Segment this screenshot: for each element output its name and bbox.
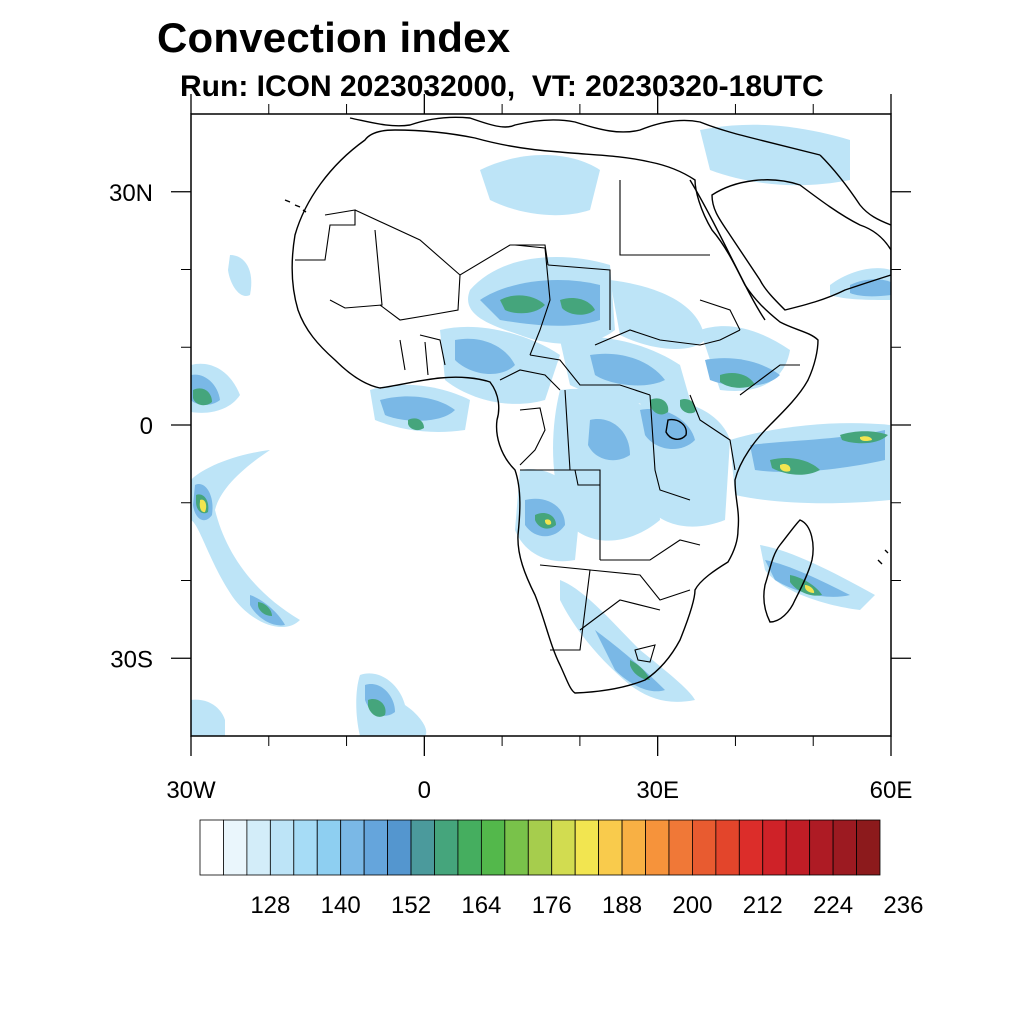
convection-level-3 bbox=[193, 295, 888, 717]
y-tick-labels: 30N 0 30S bbox=[109, 180, 153, 674]
x-tick-label: 30E bbox=[636, 777, 679, 804]
colorbar-box bbox=[527, 819, 553, 876]
colorbar-box bbox=[598, 819, 623, 876]
europe-coastline bbox=[349, 116, 821, 156]
colorbar-box bbox=[434, 819, 459, 876]
convection-level-4 bbox=[199, 436, 872, 593]
convection-field bbox=[191, 124, 891, 736]
colorbar-box bbox=[269, 819, 295, 876]
colorbar-box bbox=[692, 819, 717, 876]
colorbar-label: 224 bbox=[813, 892, 853, 919]
coastlines bbox=[284, 116, 891, 694]
arabian-gulf bbox=[819, 154, 891, 226]
lake-victoria bbox=[665, 418, 687, 440]
colorbar-label: 188 bbox=[602, 892, 642, 919]
colorbar-box bbox=[316, 819, 342, 876]
convection-level-1 bbox=[191, 124, 891, 736]
colorbar-box bbox=[574, 819, 600, 876]
colorbar-box bbox=[293, 819, 318, 876]
colorbar-box bbox=[223, 819, 248, 876]
colorbar-box bbox=[856, 819, 881, 876]
colorbar-box bbox=[246, 819, 271, 876]
x-tick-label: 30W bbox=[166, 777, 216, 804]
colorbar-label: 176 bbox=[532, 892, 572, 919]
islands-indian bbox=[877, 549, 889, 565]
colorbar-box bbox=[480, 819, 506, 876]
colorbar-label: 140 bbox=[321, 892, 361, 919]
chart-title: Convection index bbox=[157, 14, 511, 61]
africa-coastline bbox=[291, 129, 819, 694]
colorbar-box bbox=[738, 819, 764, 876]
colorbar-box bbox=[762, 819, 787, 876]
colorbar-label: 128 bbox=[250, 892, 290, 919]
colorbar-box bbox=[621, 819, 646, 876]
y-tick-label: 30S bbox=[110, 646, 153, 673]
colorbar-box bbox=[340, 819, 365, 876]
colorbar-labels: 128 140 152 164 176 188 200 212 224 236 bbox=[250, 892, 923, 919]
madagascar-coastline bbox=[763, 519, 814, 623]
colorbar-box bbox=[551, 819, 576, 876]
y-tick-label: 30N bbox=[109, 180, 153, 207]
red-sea-west bbox=[689, 179, 766, 321]
x-tick-label: 60E bbox=[870, 777, 913, 804]
y-tick-label: 0 bbox=[140, 413, 153, 440]
canary-islands bbox=[284, 199, 307, 213]
colorbar-label: 200 bbox=[672, 892, 712, 919]
colorbar-box bbox=[363, 819, 388, 876]
colorbar-box bbox=[832, 819, 857, 876]
chart-subtitle: Run: ICON 2023032000, VT: 20230320-18UTC bbox=[180, 70, 824, 103]
colorbar bbox=[199, 819, 881, 876]
colorbar-box bbox=[645, 819, 670, 876]
x-tick-label: 0 bbox=[418, 777, 431, 804]
colorbar-box bbox=[785, 819, 811, 876]
colorbar-box bbox=[504, 819, 529, 876]
colorbar-box bbox=[715, 819, 740, 876]
country-borders bbox=[295, 180, 800, 663]
minor-ticks bbox=[181, 104, 901, 746]
colorbar-box bbox=[387, 819, 412, 876]
colorbar-label: 212 bbox=[743, 892, 783, 919]
colorbar-box bbox=[668, 819, 693, 876]
major-ticks bbox=[171, 94, 911, 756]
x-tick-labels: 30W 0 30E 60E bbox=[166, 777, 912, 804]
colorbar-label: 236 bbox=[883, 892, 923, 919]
colorbar-box bbox=[457, 819, 482, 876]
colorbar-label: 164 bbox=[461, 892, 501, 919]
colorbar-label: 152 bbox=[391, 892, 431, 919]
colorbar-box bbox=[410, 819, 435, 876]
arabia-coastline bbox=[711, 179, 891, 311]
colorbar-box bbox=[199, 819, 224, 876]
colorbar-box bbox=[809, 819, 834, 876]
